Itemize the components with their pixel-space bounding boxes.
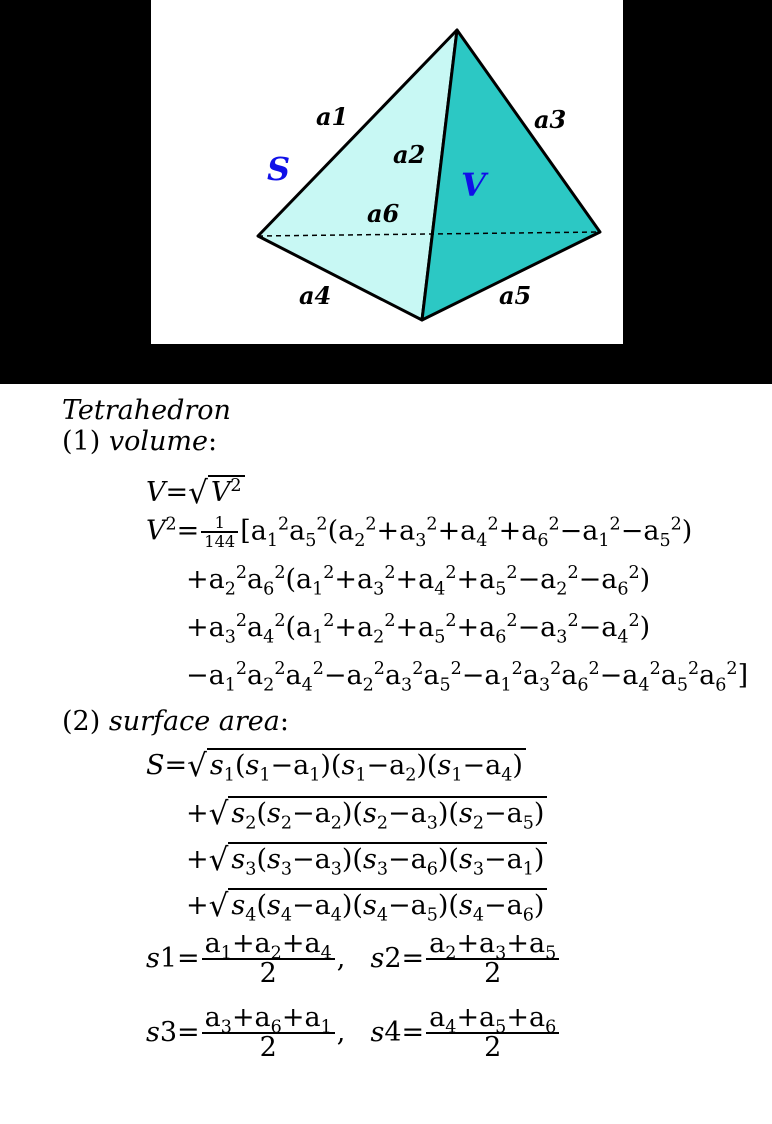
edge-label-a1: a1 — [316, 102, 348, 131]
surface-line-3: +√ s3(s3−a3)(s3−a6)(s3−a1) — [186, 842, 548, 878]
v-squared-line-2: +a22a62(a12+a32+a42+a52−a22−a62) — [186, 563, 651, 600]
title-tetrahedron: Tetrahedron — [62, 395, 231, 426]
tetrahedron-figure: a1 a2 a3 a6 a4 a5 S V — [151, 0, 623, 344]
s1-definition: s1= a1+a2+a4 2, — [146, 928, 346, 990]
edge-label-a3: a3 — [534, 105, 566, 134]
s3-s4-definitions: s3= a3+a6+a1 2, s4= a4+a5+a6 2 — [146, 1002, 562, 1064]
volume-heading-label: volume — [108, 426, 208, 457]
right-face — [420, 28, 602, 322]
s2-definition: s2= a2+a3+a5 2 — [371, 929, 562, 988]
surface-line-2: +√ s2(s2−a2)(s2−a3)(s2−a5) — [186, 796, 548, 832]
v-squared-line-1: V2= 1 144 [a12a52(a22+a32+a42+a62−a12−a52) — [146, 513, 693, 551]
v-squared-line-3: +a32a42(a12+a22+a52+a62−a32−a42) — [186, 611, 651, 648]
s3-definition: s3= a3+a6+a1 2, — [146, 1002, 346, 1064]
edge-label-a2: a2 — [393, 140, 425, 169]
edge-label-a6: a6 — [367, 199, 400, 228]
volume-heading-number: (1) — [62, 426, 101, 457]
hidden-edge-a6 — [257, 231, 601, 237]
s4-definition: s4= a4+a5+a6 2 — [371, 1003, 562, 1062]
surface-line-4: +√ s4(s4−a4)(s4−a5)(s4−a6) — [186, 888, 548, 924]
v-squared-line-4: −a12a22a42−a22a32a52−a12a32a62−a42a52a62… — [186, 659, 749, 696]
volume-equation: V=√ V2 — [146, 475, 245, 509]
surface-line-1: S=√ s1(s1−a1)(s1−a2)(s1−a4) — [146, 748, 526, 784]
surface-heading: (2) surface area: — [62, 706, 289, 737]
surface-heading-number: (2) — [62, 706, 101, 737]
face-label-v: V — [461, 166, 489, 204]
surface-heading-label: surface area — [108, 706, 280, 737]
edge-label-a4: a4 — [299, 281, 331, 310]
face-label-s: S — [267, 150, 290, 188]
volume-heading: (1) volume: — [62, 426, 218, 457]
edge-label-a5: a5 — [499, 281, 531, 310]
s1-s2-definitions: s1= a1+a2+a4 2, s2= a2+a3+a5 2 — [146, 928, 562, 990]
tetrahedron-diagram: a1 a2 a3 a6 a4 a5 S V — [256, 28, 602, 322]
